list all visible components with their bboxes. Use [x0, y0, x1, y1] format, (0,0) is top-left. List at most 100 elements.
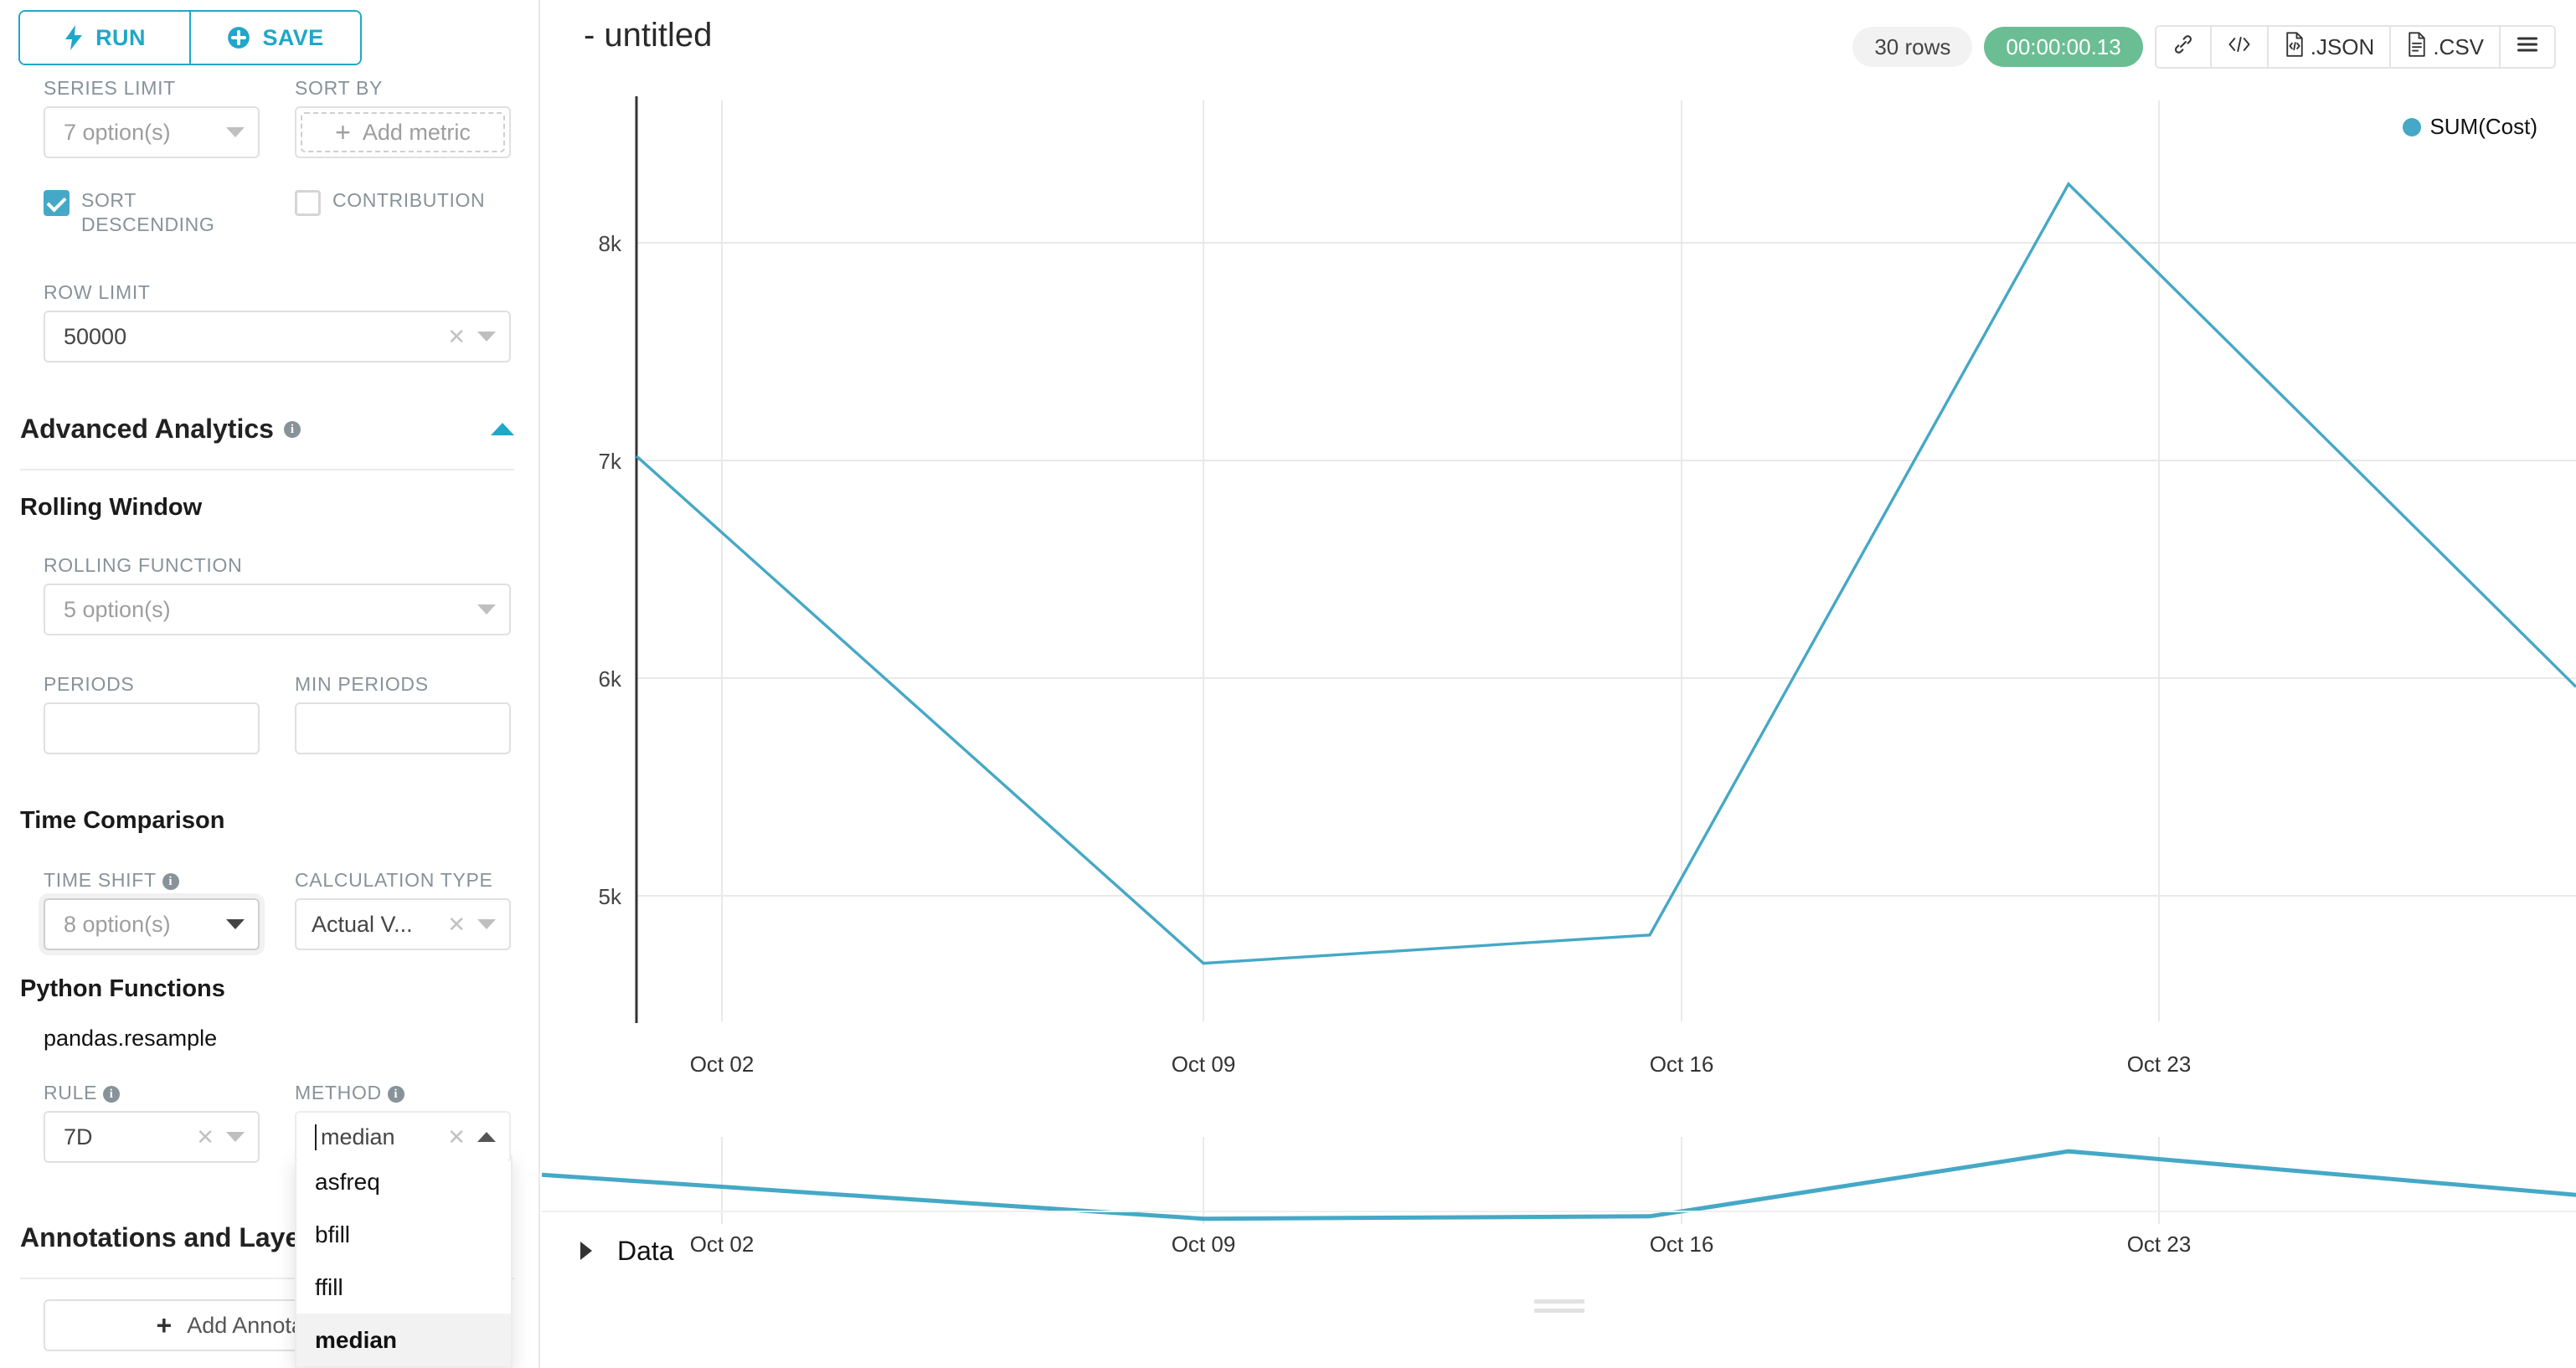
link-icon	[2172, 33, 2195, 62]
plus-icon: +	[156, 1309, 173, 1340]
action-bar: RUN SAVE	[18, 10, 362, 65]
divider	[20, 1278, 514, 1279]
periods-input[interactable]	[44, 702, 260, 754]
chevron-up-icon[interactable]	[491, 423, 514, 435]
rolling-window-title: Rolling Window	[20, 494, 203, 521]
method-option-asfreq[interactable]: asfreq	[315, 1168, 380, 1195]
row-limit-select[interactable]: 50000 ✕	[44, 311, 511, 363]
json-label: .JSON	[2310, 33, 2375, 59]
series-limit-select[interactable]: 7 option(s)	[44, 106, 260, 158]
overview-range-chart[interactable]: Oct 02 Oct 09 Oct 16 Oct 23	[542, 1130, 2576, 1256]
periods-field: PERIODS	[44, 671, 260, 754]
method-dropdown-menu[interactable]: asfreq bfill ffill median	[295, 1155, 513, 1368]
rule-label: RULE i	[44, 1080, 260, 1105]
advanced-analytics-title: Advanced Analytics	[20, 414, 274, 444]
sort-by-placeholder: Add metric	[362, 119, 471, 145]
method-select[interactable]: median ✕	[295, 1111, 511, 1163]
save-button[interactable]: SAVE	[189, 12, 360, 64]
chevron-down-icon	[226, 127, 245, 137]
chevron-down-icon	[477, 919, 496, 929]
divider	[20, 469, 514, 471]
clear-icon[interactable]: ✕	[447, 324, 466, 349]
row-limit-label: ROW LIMIT	[44, 281, 151, 303]
download-csv-button[interactable]: .CSV	[2389, 27, 2499, 67]
method-label: METHOD i	[295, 1080, 511, 1105]
method-option-median[interactable]: median	[296, 1314, 511, 1366]
series-limit-label: SERIES LIMIT	[44, 77, 176, 99]
pandas-resample-label: pandas.resample	[44, 1026, 218, 1051]
clear-icon[interactable]: ✕	[447, 1124, 466, 1149]
time-shift-select[interactable]: 8 option(s)	[44, 898, 260, 950]
run-button-label: RUN	[95, 24, 146, 50]
advanced-analytics-header[interactable]: Advanced Analytics i	[20, 414, 514, 445]
svg-text:Oct 23: Oct 23	[2127, 1232, 2192, 1256]
row-limit-field: ROW LIMIT 50000 ✕	[44, 280, 511, 363]
legend-color-swatch	[2403, 117, 2422, 136]
data-panel-toggle[interactable]: Data	[542, 1211, 2576, 1289]
info-icon[interactable]: i	[103, 1086, 121, 1103]
method-field: METHOD i median ✕	[295, 1080, 511, 1163]
contribution-checkbox[interactable]: CONTRIBUTION	[295, 188, 485, 216]
clear-icon[interactable]: ✕	[447, 912, 466, 937]
time-shift-value: 8 option(s)	[64, 911, 171, 937]
rule-field: RULE i 7D ✕	[44, 1080, 260, 1163]
sort-by-drop-target[interactable]: + Add metric	[295, 106, 511, 158]
overview-series-line	[542, 1149, 2576, 1221]
chart-gridlines	[636, 100, 2576, 1021]
method-option-ffill[interactable]: ffill	[315, 1273, 343, 1300]
clear-icon[interactable]: ✕	[196, 1124, 214, 1149]
more-menu-button[interactable]	[2499, 27, 2554, 67]
series-limit-value: 7 option(s)	[64, 119, 171, 145]
line-chart[interactable]: 5k 6k 7k 8k Oct 02 Oct 09 Oct 16 Oct 23	[542, 84, 2576, 1130]
chevron-up-icon	[477, 1132, 496, 1142]
rule-value: 7D	[64, 1124, 93, 1149]
sort-descending-label: SORT DESCENDING	[81, 189, 215, 235]
rolling-function-select[interactable]: 5 option(s)	[44, 584, 511, 635]
chart-plot-area: SUM(Cost) 5k 6k 7k 8k Oct 02 Oct 09 Oct 16 Oct…	[542, 84, 2576, 1313]
sort-by-label: SORT BY	[295, 77, 384, 99]
chart-x-tick-labels: Oct 02 Oct 09 Oct 16 Oct 23	[690, 1052, 2192, 1077]
chart-legend[interactable]: SUM(Cost)	[2403, 114, 2537, 140]
chevron-down-icon	[477, 604, 496, 615]
chevron-down-icon	[477, 332, 496, 342]
info-icon[interactable]: i	[283, 420, 301, 438]
min-periods-field: MIN PERIODS	[295, 671, 511, 754]
export-button-group: .JSON .CSV	[2154, 25, 2556, 69]
calculation-type-select[interactable]: Actual V... ✕	[295, 898, 511, 950]
view-query-button[interactable]	[2209, 27, 2267, 67]
method-option-bfill[interactable]: bfill	[315, 1221, 351, 1247]
csv-file-icon	[2406, 31, 2428, 63]
info-icon[interactable]: i	[162, 873, 179, 890]
min-periods-input[interactable]	[295, 702, 511, 754]
svg-text:8k: 8k	[599, 231, 622, 256]
svg-text:Oct 23: Oct 23	[2127, 1052, 2192, 1077]
svg-text:Oct 09: Oct 09	[1172, 1232, 1236, 1256]
svg-text:6k: 6k	[599, 666, 622, 692]
calculation-type-label: CALCULATION TYPE	[295, 869, 493, 891]
chart-area: - untitled 30 rows 00:00:00.13	[542, 0, 2576, 1368]
method-value: median	[315, 1124, 442, 1150]
annotations-title: Annotations and Layers	[20, 1222, 326, 1252]
svg-text:Oct 09: Oct 09	[1172, 1052, 1236, 1077]
panel-resize-handle[interactable]	[1533, 1299, 1584, 1318]
run-button[interactable]: RUN	[20, 12, 189, 64]
sort-descending-checkbox[interactable]: SORT DESCENDING	[44, 188, 249, 237]
svg-text:Oct 16: Oct 16	[1650, 1052, 1714, 1077]
download-json-button[interactable]: .JSON	[2266, 27, 2390, 67]
series-line-sum-cost	[635, 182, 2576, 965]
rule-select[interactable]: 7D ✕	[44, 1111, 260, 1163]
header-toolbar: 30 rows 00:00:00.13	[1852, 25, 2556, 69]
time-shift-field: TIME SHIFT i 8 option(s)	[44, 867, 260, 950]
row-limit-value: 50000	[64, 323, 127, 349]
chart-y-tick-labels: 5k 6k 7k 8k	[599, 231, 622, 909]
info-icon[interactable]: i	[387, 1086, 404, 1103]
periods-label: PERIODS	[44, 673, 135, 695]
timer-badge: 00:00:00.13	[1984, 27, 2143, 67]
share-link-button[interactable]	[2156, 27, 2210, 67]
control-panel: RUN SAVE SERIES LIMIT 7 option(s) SORT B…	[0, 0, 540, 1368]
svg-text:Oct 02: Oct 02	[690, 1052, 755, 1077]
hamburger-menu-icon	[2516, 34, 2539, 60]
time-comparison-title: Time Comparison	[20, 807, 225, 834]
chart-header: - untitled 30 rows 00:00:00.13	[542, 0, 2576, 84]
page-title: - untitled	[584, 17, 713, 54]
